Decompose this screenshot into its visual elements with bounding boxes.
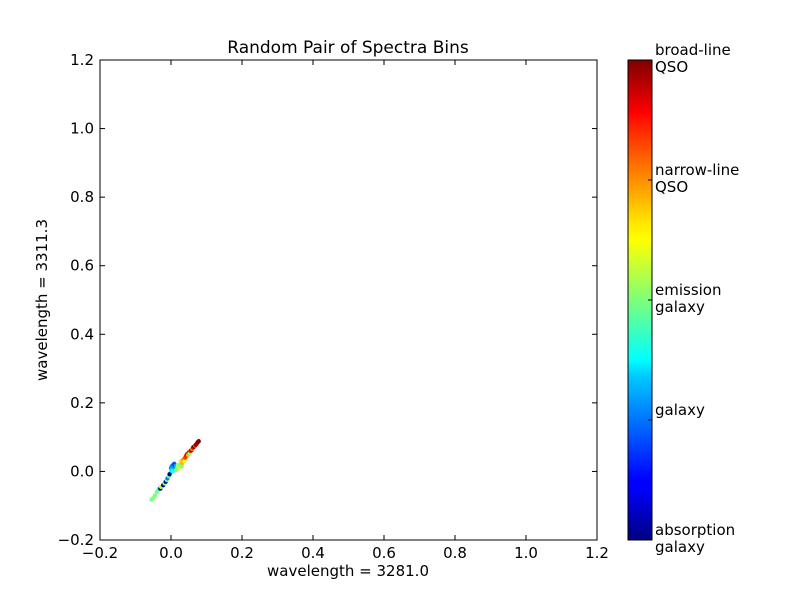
data-point	[149, 497, 154, 502]
data-point	[196, 439, 201, 444]
x-tick-label: 0.4	[301, 544, 325, 562]
y-tick-label: 1.0	[70, 120, 94, 138]
data-point	[182, 458, 187, 464]
data-point	[179, 464, 184, 469]
colorbar-labels: broad-line QSO narrow-line QSO emission galax…	[648, 41, 739, 556]
x-tick-label: −0.2	[82, 544, 118, 562]
x-tick-label: 1.2	[585, 544, 609, 562]
x-axis-label: wavelength = 3281.0	[267, 562, 429, 580]
x-tick-label: 1.0	[514, 544, 538, 562]
y-tick-label: 1.2	[70, 51, 94, 69]
colorbar-label: narrow-line QSO	[655, 161, 739, 196]
colorbar-label: broad-line QSO	[655, 41, 731, 76]
y-tick-label: 0.4	[70, 325, 94, 343]
chart-title: Random Pair of Spectra Bins	[227, 38, 469, 58]
colorbar-label: galaxy	[655, 401, 705, 419]
x-tick-label: 0.6	[372, 544, 396, 562]
y-axis-label: wavelength = 3311.3	[33, 219, 51, 381]
x-tick-label: 0.2	[230, 544, 254, 562]
y-tick-label: 0.6	[70, 257, 94, 275]
y-tick-label: 0.0	[70, 462, 94, 480]
x-tick-label: 0.0	[159, 544, 183, 562]
points-layer	[149, 439, 201, 502]
data-point	[170, 469, 175, 474]
plot-frame	[99, 59, 598, 541]
colorbar-label: absorption galaxy	[655, 521, 735, 556]
colorbar-label: emission galaxy	[655, 281, 722, 316]
y-tick-label: −0.2	[58, 531, 94, 549]
data-point	[152, 493, 158, 498]
ticks-layer: −0.2 0.0 0.2 0.4 0.6 0.8 1.0 1.2 −0.2 0.0 0.2 0.4 0.…	[58, 51, 609, 562]
x-tick-label: 0.8	[443, 544, 467, 562]
data-point	[167, 471, 172, 477]
y-tick-label: 0.8	[70, 188, 94, 206]
y-tick-label: 0.2	[70, 394, 94, 412]
